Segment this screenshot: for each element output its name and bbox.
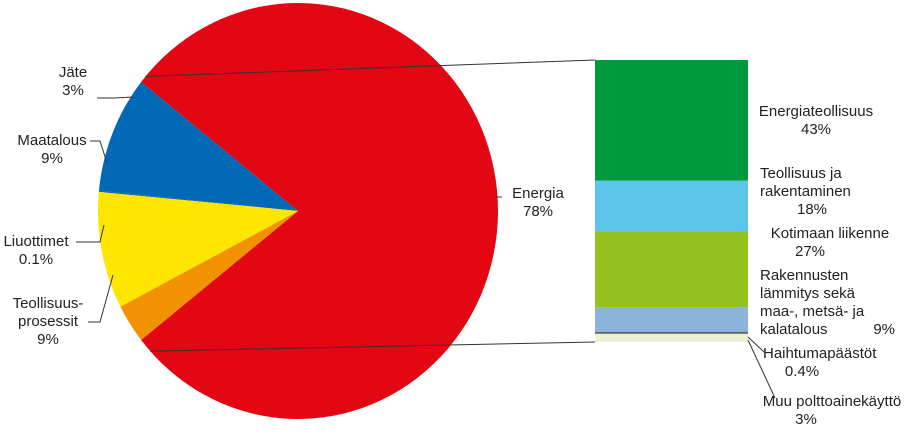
pie-label-maatalous: Maatalous bbox=[17, 132, 86, 149]
bar-segment-haihtumap-st-t bbox=[595, 332, 748, 334]
bar-segment-teollisuus-ja-rakentaminen bbox=[595, 180, 748, 232]
pie-slice-teollisuus-prosessit bbox=[98, 82, 299, 211]
leader-line-muu-polttoainek-ytt bbox=[747, 339, 776, 399]
stacked-bar bbox=[595, 60, 748, 342]
pie-value-teollisuus-prosessit: 9% bbox=[37, 331, 59, 348]
pie-slice-liuottimet bbox=[98, 190, 298, 211]
bar-segment-muu-polttoainek-ytt bbox=[595, 333, 748, 342]
connector-lines bbox=[145, 59, 596, 352]
bar-label-kotimaan-liikenne: Kotimaan liikenne bbox=[771, 225, 889, 242]
pie-value-energia: 78% bbox=[523, 203, 553, 220]
bar-value-rakennusten-l-mmitys-sek-maa-mets-ja-kalatalous: 9% bbox=[873, 321, 895, 338]
pie-slice-maatalous bbox=[97, 191, 298, 307]
bar-label-muu-polttoainek-ytt: Muu polttoainekäyttö bbox=[763, 393, 901, 410]
bar-value-energiateollisuus: 43% bbox=[801, 121, 831, 138]
pie-label-teollisuus-prosessit: Teollisuus-prosessit bbox=[13, 295, 84, 330]
pie-label-j-te: Jäte bbox=[59, 64, 87, 81]
labels: Energia78%Teollisuus-prosessit9%Liuottim… bbox=[3, 64, 901, 428]
bar-label-energiateollisuus: Energiateollisuus bbox=[759, 103, 873, 120]
bar-segment-kotimaan-liikenne bbox=[595, 231, 748, 308]
pie bbox=[97, 2, 498, 420]
leader-line-haihtumap-st-t bbox=[747, 336, 765, 353]
leader-line-maatalous bbox=[90, 140, 108, 164]
bar-label-rakennusten-l-mmitys-sek-maa-mets-ja-kalatalous: Rakennusten lämmitys sekä maa-, metsä- ja k… bbox=[760, 267, 865, 338]
leader-line-teollisuus-prosessit bbox=[88, 274, 114, 323]
bar-value-muu-polttoainek-ytt: 3% bbox=[795, 411, 817, 428]
connector-line-top bbox=[145, 59, 596, 77]
bar-value-teollisuus-ja-rakentaminen: 18% bbox=[797, 201, 827, 218]
bar-value-kotimaan-liikenne: 27% bbox=[795, 243, 825, 260]
bar-value-haihtumap-st-t: 0.4% bbox=[785, 363, 819, 380]
pie-value-j-te: 3% bbox=[62, 82, 84, 99]
connector-line-bottom bbox=[150, 341, 596, 352]
leader-line-j-te bbox=[97, 96, 134, 99]
pie-slice-energia bbox=[141, 2, 498, 420]
pie-value-liuottimet: 0.1% bbox=[19, 251, 53, 268]
bar-segment-energiateollisuus bbox=[595, 60, 748, 181]
bar-label-haihtumap-st-t: Haihtumapäästöt bbox=[763, 345, 877, 362]
pie-label-energia: Energia bbox=[512, 185, 564, 202]
pie-value-maatalous: 9% bbox=[41, 150, 63, 167]
bar-label-teollisuus-ja-rakentaminen: Teollisuus ja rakentaminen bbox=[760, 165, 851, 200]
pie-label-liuottimet: Liuottimet bbox=[3, 233, 69, 250]
pie-slice-j-te bbox=[120, 211, 298, 340]
leader-line-liuottimet bbox=[76, 224, 105, 243]
bar-segment-rakennusten-l-mmitys-sek-maa-mets-ja-kalatalous bbox=[595, 307, 748, 333]
